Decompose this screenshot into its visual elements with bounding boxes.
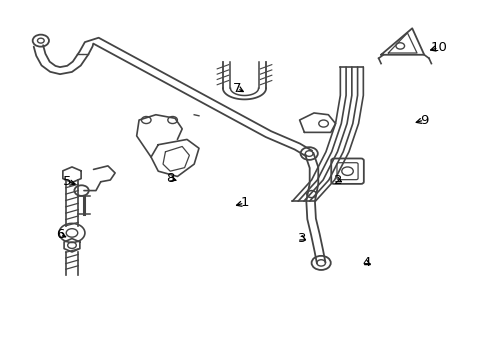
Text: 2: 2 — [333, 174, 342, 186]
Text: 10: 10 — [429, 41, 446, 54]
Text: 9: 9 — [419, 113, 427, 126]
Text: 1: 1 — [240, 197, 248, 210]
Text: 8: 8 — [166, 172, 174, 185]
Text: 3: 3 — [297, 232, 305, 245]
Text: 4: 4 — [362, 256, 370, 269]
Text: 6: 6 — [56, 228, 64, 241]
Text: 7: 7 — [233, 82, 241, 95]
Text: 5: 5 — [63, 175, 71, 188]
